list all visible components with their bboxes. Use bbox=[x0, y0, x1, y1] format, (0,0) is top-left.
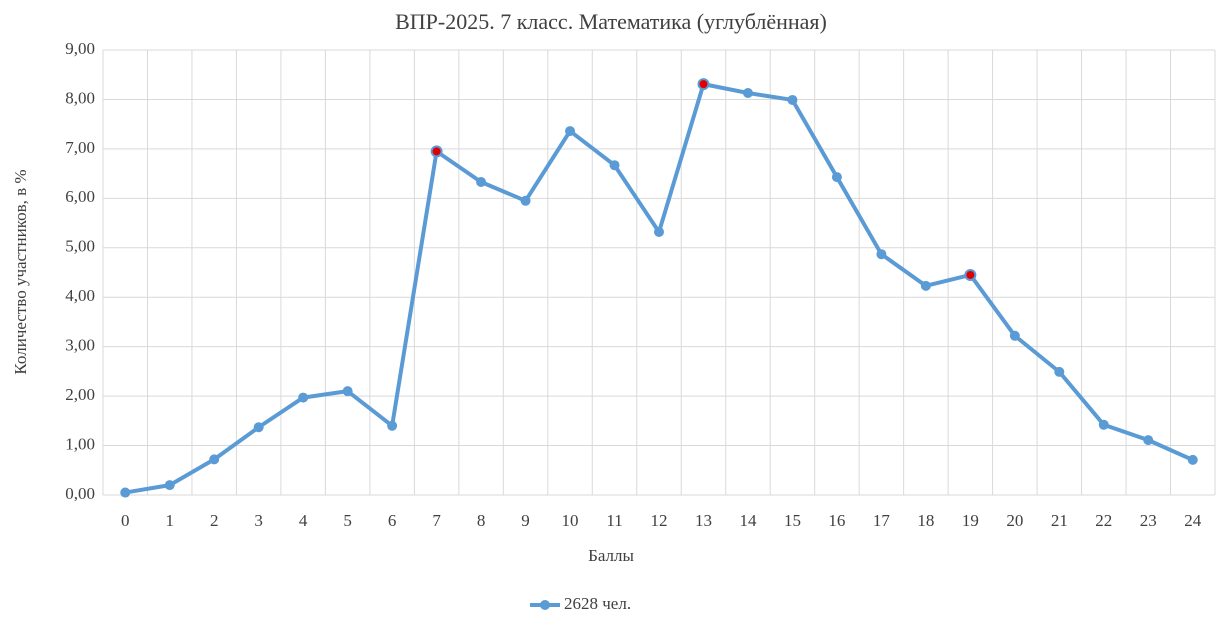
x-tick-label: 5 bbox=[343, 511, 352, 530]
x-tick-label: 11 bbox=[606, 511, 622, 530]
x-tick-label: 17 bbox=[873, 511, 891, 530]
x-tick-label: 23 bbox=[1140, 511, 1157, 530]
x-tick-label: 14 bbox=[739, 511, 757, 530]
data-point bbox=[1187, 454, 1198, 465]
x-tick-label: 3 bbox=[254, 511, 263, 530]
y-tick-label: 5,00 bbox=[65, 237, 95, 256]
data-point bbox=[876, 249, 887, 260]
x-tick-label: 18 bbox=[917, 511, 934, 530]
y-tick-label: 4,00 bbox=[65, 286, 95, 305]
y-tick-label: 3,00 bbox=[65, 336, 95, 355]
data-point bbox=[1143, 435, 1154, 446]
data-point bbox=[742, 88, 753, 99]
data-point bbox=[476, 177, 487, 188]
data-point bbox=[387, 420, 398, 431]
data-point bbox=[164, 480, 175, 491]
x-tick-label: 21 bbox=[1051, 511, 1068, 530]
data-point bbox=[920, 280, 931, 291]
y-tick-label: 6,00 bbox=[65, 187, 95, 206]
data-point bbox=[298, 392, 309, 403]
data-point bbox=[609, 160, 620, 171]
data-point bbox=[831, 172, 842, 183]
chart-title: ВПР-2025. 7 класс. Математика (углублённ… bbox=[395, 9, 827, 34]
x-tick-label: 8 bbox=[477, 511, 486, 530]
data-point bbox=[1098, 419, 1109, 430]
x-tick-label: 24 bbox=[1184, 511, 1202, 530]
x-tick-label: 6 bbox=[388, 511, 397, 530]
y-tick-label: 1,00 bbox=[65, 434, 95, 453]
x-tick-label: 22 bbox=[1095, 511, 1112, 530]
data-point bbox=[253, 422, 264, 433]
data-point bbox=[964, 268, 977, 281]
x-tick-label: 0 bbox=[121, 511, 130, 530]
data-point bbox=[430, 145, 443, 158]
data-point bbox=[787, 94, 798, 105]
x-tick-label: 16 bbox=[828, 511, 845, 530]
x-tick-label: 20 bbox=[1006, 511, 1023, 530]
x-tick-label: 15 bbox=[784, 511, 801, 530]
legend-marker bbox=[540, 600, 550, 610]
x-tick-label: 10 bbox=[562, 511, 579, 530]
data-point bbox=[1054, 366, 1065, 377]
y-tick-label: 8,00 bbox=[65, 88, 95, 107]
x-tick-label: 7 bbox=[432, 511, 441, 530]
data-point bbox=[1009, 330, 1020, 341]
x-tick-label: 13 bbox=[695, 511, 712, 530]
data-point bbox=[697, 78, 710, 91]
x-axis-label: Баллы bbox=[588, 546, 634, 565]
data-point bbox=[654, 226, 664, 237]
x-tick-label: 2 bbox=[210, 511, 219, 530]
series-line bbox=[124, 82, 1194, 495]
data-point bbox=[342, 386, 353, 397]
x-tick-label: 12 bbox=[651, 511, 668, 530]
data-point bbox=[209, 454, 220, 465]
x-tick-label: 19 bbox=[962, 511, 979, 530]
x-tick-label: 9 bbox=[521, 511, 530, 530]
y-tick-label: 2,00 bbox=[65, 385, 95, 404]
data-point bbox=[565, 126, 576, 137]
x-tick-label: 1 bbox=[165, 511, 174, 530]
y-axis-label: Количество участников, в % bbox=[11, 169, 30, 374]
data-point bbox=[520, 195, 531, 206]
y-tick-label: 7,00 bbox=[65, 138, 95, 157]
data-point bbox=[120, 487, 131, 498]
legend-label: 2628 чел. bbox=[564, 594, 631, 613]
y-tick-label: 0,00 bbox=[65, 484, 95, 503]
y-tick-label: 9,00 bbox=[65, 39, 95, 58]
x-tick-label: 4 bbox=[299, 511, 308, 530]
